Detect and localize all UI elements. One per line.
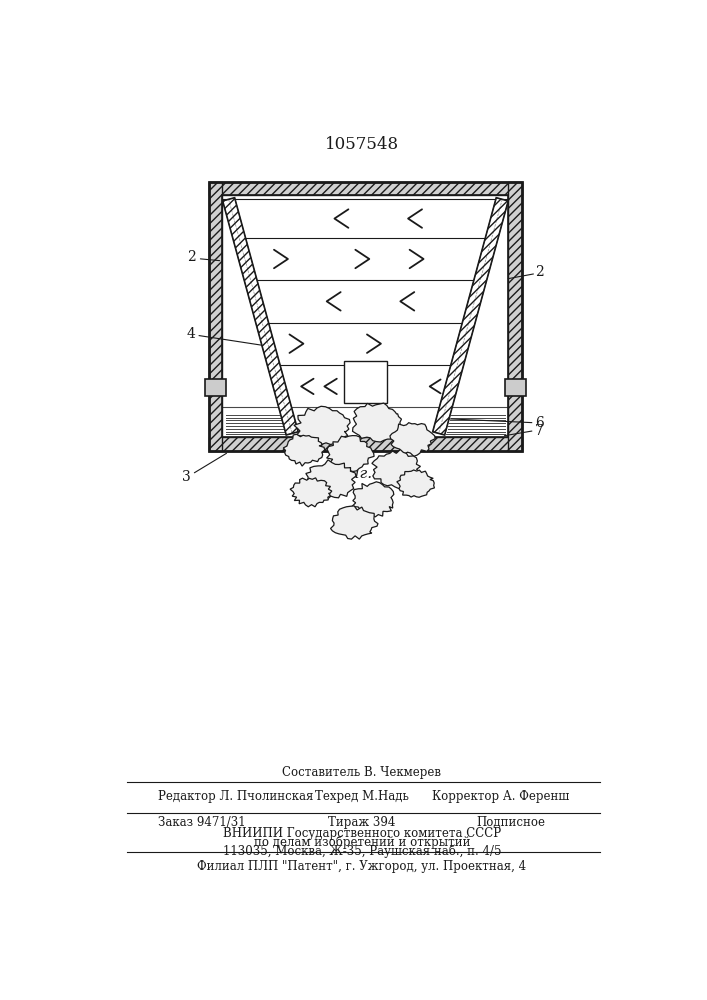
Polygon shape	[331, 506, 378, 539]
Text: 2: 2	[187, 250, 196, 264]
Bar	[344, 361, 387, 403]
Polygon shape	[290, 478, 332, 507]
Polygon shape	[352, 482, 394, 517]
Text: 1057548: 1057548	[325, 136, 399, 153]
Text: по делам изобретений и открытий: по делам изобретений и открытий	[254, 836, 470, 849]
Text: 7: 7	[535, 424, 544, 438]
Text: Подписное: Подписное	[476, 816, 545, 829]
Polygon shape	[508, 182, 522, 451]
Bar	[505, 379, 526, 396]
Text: 6: 6	[535, 416, 544, 430]
Polygon shape	[284, 434, 325, 466]
Text: 2: 2	[535, 265, 544, 279]
Polygon shape	[209, 182, 522, 195]
Polygon shape	[209, 182, 223, 451]
Text: 3: 3	[182, 470, 191, 484]
Polygon shape	[390, 423, 435, 456]
Text: 113035, Москва, Ж-35, Раушская наб., п. 4/5: 113035, Москва, Ж-35, Раушская наб., п. …	[223, 845, 501, 858]
Polygon shape	[353, 403, 402, 442]
Polygon shape	[223, 195, 508, 437]
Text: Заказ 9471/31: Заказ 9471/31	[158, 816, 246, 829]
Polygon shape	[223, 198, 298, 435]
Text: 4: 4	[187, 327, 196, 341]
Text: Тираж 394: Тираж 394	[328, 816, 396, 829]
Text: ВНИИПИ Государственного комитета СССР: ВНИИПИ Государственного комитета СССР	[223, 827, 501, 840]
Text: Редактор Л. Пчолинская: Редактор Л. Пчолинская	[158, 790, 313, 803]
Text: Фиг. 2: Фиг. 2	[337, 467, 387, 481]
Polygon shape	[397, 470, 434, 497]
Polygon shape	[305, 460, 356, 500]
Polygon shape	[294, 406, 350, 445]
Polygon shape	[433, 198, 508, 435]
Polygon shape	[327, 436, 374, 472]
Polygon shape	[209, 437, 522, 451]
Bar	[204, 379, 226, 396]
Text: Филиал ПЛП "Патент", г. Ужгород, ул. Проектная, 4: Филиал ПЛП "Патент", г. Ужгород, ул. Про…	[197, 860, 527, 873]
Text: Составитель В. Чекмерев: Составитель В. Чекмерев	[283, 766, 441, 779]
Text: Корректор А. Ференш: Корректор А. Ференш	[432, 790, 569, 803]
Text: Техред М.Надь: Техред М.Надь	[315, 790, 409, 803]
Polygon shape	[372, 450, 421, 488]
